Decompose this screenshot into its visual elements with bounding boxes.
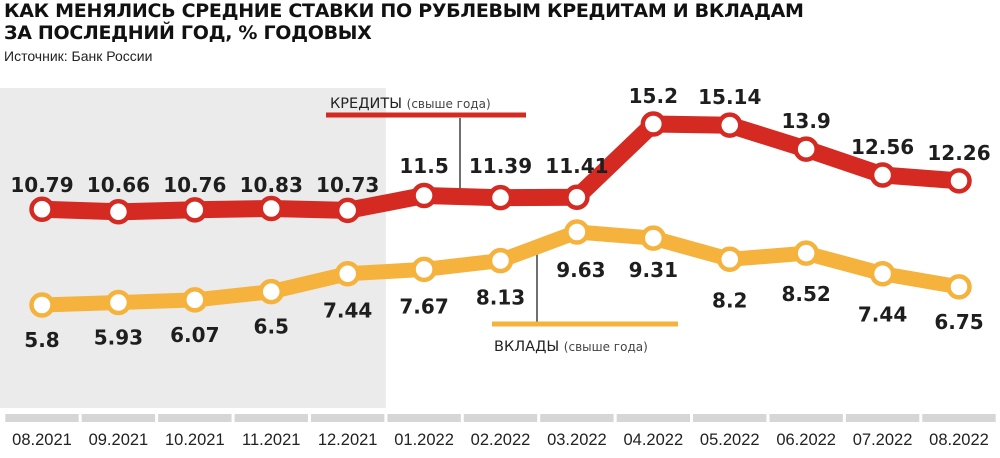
x-tick-label: 05.2022 bbox=[700, 431, 760, 449]
x-axis-bar bbox=[769, 414, 843, 422]
credits-legend-label: КРЕДИТЫ (свыше года) bbox=[330, 96, 491, 112]
deposits-value-label: 6.5 bbox=[254, 315, 289, 339]
credits-point bbox=[564, 184, 590, 211]
chart-title-line-1: КАК МЕНЯЛИСЬ СРЕДНИЕ СТАВКИ ПО РУБЛЕВЫМ … bbox=[4, 0, 804, 22]
credits-point bbox=[182, 197, 208, 223]
credits-point bbox=[793, 136, 819, 162]
x-axis-bar bbox=[234, 414, 308, 422]
credits-value-label: 13.9 bbox=[781, 109, 830, 133]
deposits-point bbox=[487, 247, 514, 274]
credits-point bbox=[258, 195, 284, 222]
x-axis-bar bbox=[463, 414, 538, 422]
chart-title-line-2: ЗА ПОСЛЕДНИЙ ГОД, % ГОДОВЫХ bbox=[4, 22, 372, 44]
deposits-point bbox=[869, 260, 896, 287]
deposits-point bbox=[640, 225, 667, 251]
credits-value-label: 10.73 bbox=[316, 173, 379, 197]
x-tick-label: 06.2022 bbox=[776, 431, 836, 449]
credits-point bbox=[487, 184, 514, 211]
deposits-point bbox=[717, 246, 743, 273]
credits-value-label: 11.41 bbox=[545, 154, 608, 178]
deposits-value-label: 9.31 bbox=[629, 258, 678, 282]
x-axis-bar bbox=[693, 414, 767, 422]
deposits-point bbox=[793, 240, 819, 266]
deposits-value-label: 7.67 bbox=[399, 294, 448, 318]
x-axis-bar bbox=[158, 414, 232, 422]
x-tick-label: 04.2022 bbox=[624, 431, 684, 449]
credits-point bbox=[29, 196, 55, 223]
x-tick-label: 01.2022 bbox=[394, 431, 454, 449]
shaded-period-2021 bbox=[0, 88, 386, 408]
x-tick-labels: 08.2021 09.2021 10.2021 11.2021 12.2021 01.20… bbox=[12, 431, 989, 449]
x-axis-bar bbox=[922, 414, 996, 422]
deposits-value-label: 6.75 bbox=[934, 310, 983, 334]
credits-point bbox=[334, 197, 361, 224]
deposits-value-label: 8.13 bbox=[476, 286, 525, 310]
deposits-value-label: 5.93 bbox=[94, 326, 143, 350]
deposits-value-label: 8.52 bbox=[781, 282, 830, 306]
deposits-legend-label: ВКЛАДЫ (свыше года) bbox=[494, 339, 648, 355]
x-tick-label: 02.2022 bbox=[471, 431, 531, 449]
deposits-point bbox=[258, 278, 284, 305]
x-axis-bar bbox=[310, 414, 385, 422]
credits-value-label: 12.56 bbox=[851, 135, 914, 159]
credits-value-label: 11.39 bbox=[469, 154, 532, 178]
deposits-value-label: 7.44 bbox=[858, 303, 907, 327]
credits-point bbox=[411, 182, 437, 209]
x-axis-bar bbox=[81, 414, 156, 422]
deposits-value-label: 5.8 bbox=[24, 328, 59, 352]
legend: КРЕДИТЫ (свыше года) ВКЛАДЫ (свыше года) bbox=[326, 96, 678, 355]
x-tick-label: 11.2021 bbox=[242, 431, 300, 449]
credits-point bbox=[640, 111, 667, 137]
deposits-point bbox=[946, 274, 972, 300]
x-tick-label: 03.2022 bbox=[547, 431, 607, 449]
deposits-point bbox=[182, 287, 208, 313]
credits-point bbox=[105, 199, 132, 225]
deposits-point bbox=[564, 219, 590, 245]
chart-title: КАК МЕНЯЛИСЬ СРЕДНИЕ СТАВКИ ПО РУБЛЕВЫМ … bbox=[4, 0, 804, 44]
deposits-point bbox=[411, 256, 437, 283]
x-axis-bars bbox=[5, 414, 996, 422]
legend-leader-lines bbox=[459, 118, 538, 325]
deposits-point bbox=[105, 289, 132, 316]
x-axis-bar bbox=[5, 414, 79, 422]
x-tick-label: 07.2022 bbox=[853, 431, 913, 449]
x-axis-bar bbox=[845, 414, 920, 422]
deposits-point bbox=[334, 260, 361, 287]
credits-value-label: 12.26 bbox=[927, 141, 990, 165]
credits-value-label: 10.79 bbox=[10, 173, 73, 197]
credits-value-label: 15.14 bbox=[698, 85, 761, 109]
credits-point bbox=[946, 168, 972, 194]
x-tick-label: 12.2021 bbox=[318, 431, 378, 449]
x-axis-bar bbox=[387, 414, 461, 422]
credits-value-label: 15.2 bbox=[629, 84, 678, 108]
x-axis-bar bbox=[616, 414, 691, 422]
credits-value-label: 11.5 bbox=[399, 154, 448, 178]
value-labels: 10.79 10.66 10.76 10.83 10.73 11.5 11.39 11.41 1… bbox=[10, 84, 990, 352]
credits-value-label: 10.66 bbox=[87, 173, 150, 197]
x-tick-label: 09.2021 bbox=[89, 431, 149, 449]
credits-value-label: 10.83 bbox=[240, 173, 303, 197]
series-points bbox=[29, 111, 972, 318]
deposits-value-label: 8.2 bbox=[712, 288, 747, 312]
x-tick-label: 08.2021 bbox=[12, 431, 72, 449]
deposits-point bbox=[29, 292, 55, 318]
credits-point bbox=[717, 112, 743, 138]
x-tick-label: 08.2022 bbox=[929, 431, 989, 449]
deposits-value-label: 6.07 bbox=[170, 323, 219, 347]
credits-point bbox=[869, 162, 896, 188]
x-tick-label: 10.2021 bbox=[165, 431, 225, 449]
chart-source: Источник: Банк России bbox=[4, 48, 153, 64]
credits-value-label: 10.76 bbox=[163, 173, 226, 197]
x-axis-bar bbox=[540, 414, 614, 422]
deposits-value-label: 7.44 bbox=[323, 299, 372, 323]
deposits-value-label: 9.63 bbox=[556, 258, 605, 282]
